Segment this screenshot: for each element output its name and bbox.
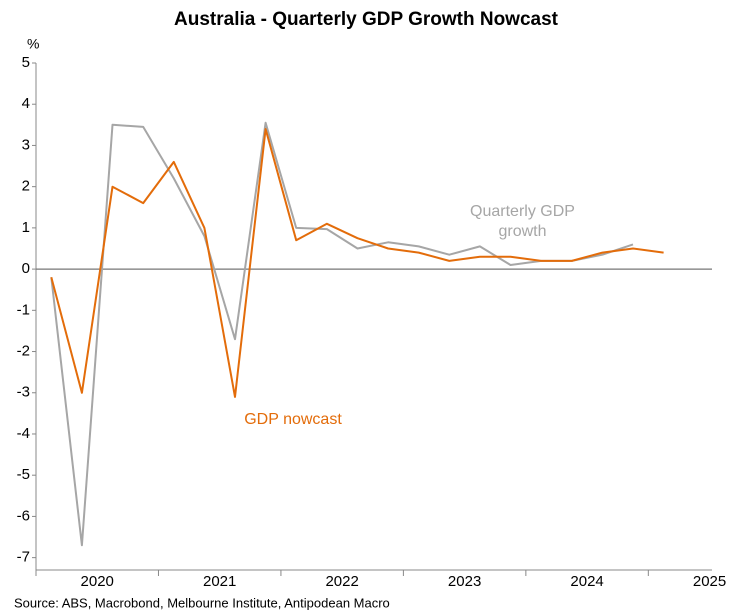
chart-title: Australia - Quarterly GDP Growth Nowcast [174,9,559,30]
x-tick-label: 2022 [325,573,358,590]
series-line [50,128,664,398]
x-tick-label: 2023 [448,573,481,590]
x-tick-label: 2025 [693,573,726,590]
source-note: Source: ABS, Macrobond, Melbourne Instit… [14,595,390,610]
y-tick-label: 1 [22,219,30,236]
x-tick-label: 2024 [570,573,603,590]
series-label: Quarterly GDP growth [470,203,575,240]
y-tick-label: -3 [17,384,30,401]
y-tick-label: -6 [17,507,30,524]
y-tick-label: 4 [22,95,30,112]
x-tick-label: 2021 [203,573,236,590]
y-tick-label: 5 [22,54,30,71]
series-line [50,121,634,547]
y-tick-label: 0 [22,260,30,277]
y-tick-label: -1 [17,301,30,318]
y-tick-label: -7 [17,549,30,566]
y-unit: % [27,36,39,52]
y-tick-label: -5 [17,466,30,483]
x-tick-label: 2020 [81,573,114,590]
y-tick-label: -2 [17,343,30,360]
y-tick-label: 3 [22,136,30,153]
y-tick-label: 2 [22,178,30,195]
series-label: GDP nowcast [244,411,342,428]
y-tick-label: -4 [17,425,30,442]
